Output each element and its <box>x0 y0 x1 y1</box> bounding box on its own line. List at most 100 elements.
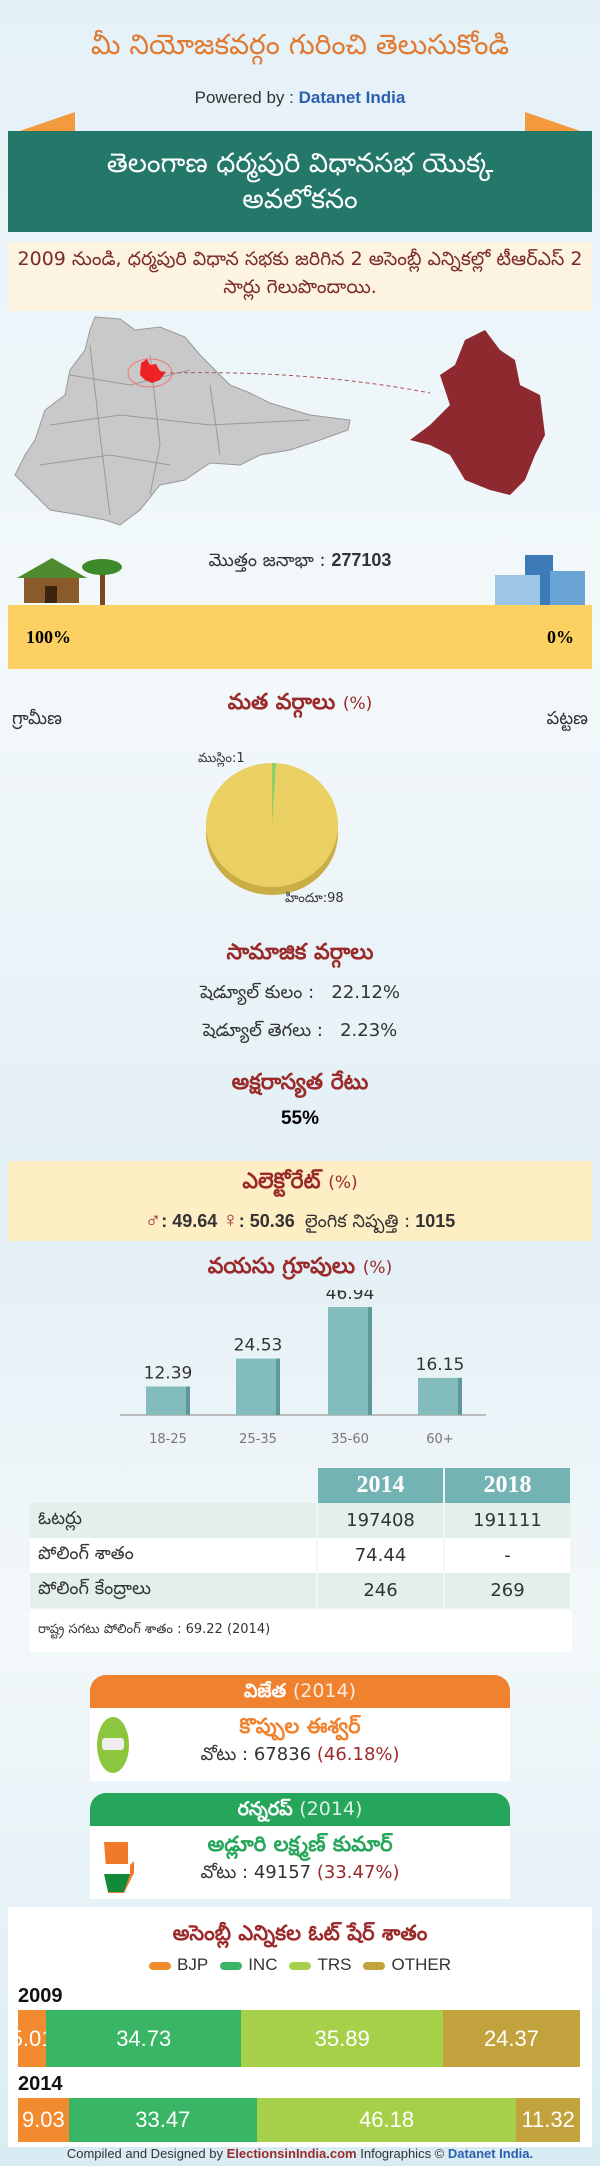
vote-bar-2014: 9.03 33.47 46.18 11.32 <box>18 2098 580 2142</box>
summary-text: 2009 నుండి, ధర్మపురి విధాన సభకు జరిగిన 2… <box>8 242 592 311</box>
vote-share-title: అసెంబ్లీ ఎన్నికల ఓట్ షేర్ శాతం <box>172 1921 428 1945</box>
telangana-map <box>14 316 545 526</box>
vote-share-legend: BJP INC TRS OTHER <box>8 1955 592 1975</box>
age-category-label: 18-25 <box>149 1432 187 1447</box>
social-sc: షెడ్యూల్ కులం : 22.12% <box>199 982 401 1003</box>
pie-label-hindu: హిందూ:98 <box>285 891 344 906</box>
runner-up-card: రన్నరప్ (2014) అడ్లూరి లక్ష్మణ్ కుమార్ వ… <box>90 1793 510 1899</box>
table-row: పోలింగ్ శాతం 74.44- <box>30 1538 570 1573</box>
winner-header: విజేత (2014) <box>90 1675 510 1708</box>
legend-label: TRS <box>317 1955 352 1974</box>
trs-car-icon <box>97 1717 129 1773</box>
table-row: ఓటర్లు 197408 191111 <box>30 1503 570 1538</box>
rural-percent: 100% <box>26 627 71 647</box>
legend-swatch <box>363 1961 386 1970</box>
segment-bjp-2009: 5.01 <box>18 2010 47 2067</box>
pie-slice-0 <box>205 763 338 887</box>
state-avg-note: రాష్ట్ర సగటు పోలింగ్ శాతం : 69.22 (2014) <box>30 1610 572 1652</box>
state-map-shape <box>14 316 351 526</box>
segment-trs-2009: 35.89 <box>241 2010 443 2067</box>
age-category-label: 60+ <box>426 1432 453 1447</box>
legend-label: BJP <box>177 1955 209 1974</box>
segment-other-2009: 24.37 <box>443 2010 580 2067</box>
table-header-row: 2014 2018 <box>30 1468 570 1503</box>
age-bar-shade <box>276 1358 280 1415</box>
stats-table: 2014 2018 ఓటర్లు 197408 191111 పోలింగ్ శాతం… <box>28 1468 572 1608</box>
urban-percent: 0% <box>547 627 574 647</box>
electorate-line: ♂: 49.64 ♀: 50.36 లైంగిక నిష్పత్తి : 101… <box>8 1207 592 1236</box>
sex-ratio-value: 1015 <box>415 1211 456 1231</box>
female-icon: ♀ <box>222 1207 239 1232</box>
segment-inc-2009: 34.73 <box>46 2010 242 2067</box>
pointer-arrow <box>169 372 431 394</box>
powered-by: Powered by : Datanet India <box>0 88 600 108</box>
pie-label-muslim: ముస్లిం:1 <box>198 751 245 767</box>
inc-hand-icon <box>104 1842 134 1893</box>
male-pct: : 49.64 <box>161 1211 218 1231</box>
constituency-banner: తెలంగాణ ధర్మపురి విధానసభ యొక్క అవలోకనం <box>8 131 592 232</box>
legend-swatch <box>149 1961 172 1970</box>
runner-up-votes: వోటు : 49157 (33.47%) <box>200 1862 400 1883</box>
powered-by-brand: Datanet India <box>298 88 406 107</box>
winner-votes: వోటు : 67836 (46.18%) <box>200 1744 400 1765</box>
col-2014: 2014 <box>318 1468 443 1503</box>
population-total: మొత్తం జనాభా : 277103 <box>0 550 600 575</box>
age-value-label: 12.39 <box>144 1364 193 1384</box>
electorate-title: ఎలెక్టోరేట్ (%) <box>242 1169 358 1194</box>
legend-swatch <box>220 1961 243 1970</box>
age-bar-chart: 12.39 18-25 24.53 25-35 46.94 35-60 16.15 60+ <box>120 1290 486 1447</box>
population-label: మొత్తం జనాభా : <box>208 550 326 571</box>
literacy-value: 55% <box>280 1108 320 1129</box>
legend-swatch <box>289 1961 312 1970</box>
ribbon-tips <box>8 112 592 135</box>
religion-pie-chart: ముస్లిం:1 హిందూ:98 <box>198 751 344 906</box>
age-value-label: 24.53 <box>234 1336 283 1356</box>
electorate-box: ఎలెక్టోరేట్ (%) ♂: 49.64 ♀: 50.36 లైంగిక… <box>8 1161 592 1241</box>
table-row: పోలింగ్ కేంద్రాలు 246 269 <box>30 1573 570 1608</box>
segment-trs-2014: 46.18 <box>256 2098 517 2142</box>
age-category-label: 25-35 <box>239 1432 277 1447</box>
year-label-2009: 2009 <box>18 1985 63 2007</box>
segment-other-2014: 11.32 <box>516 2098 580 2142</box>
age-bar-60+ <box>418 1377 462 1415</box>
runner-up-header: రన్నరప్ (2014) <box>90 1793 510 1826</box>
legend-label: INC <box>248 1955 278 1974</box>
legend-trs: TRS <box>289 1955 351 1975</box>
segment-inc-2014: 33.47 <box>68 2098 257 2142</box>
age-title: వయసు గ్రూపులు (%) <box>207 1254 393 1279</box>
constituency-highlight <box>140 359 166 383</box>
sex-ratio-label: లైంగిక నిష్పత్తి : <box>304 1211 411 1232</box>
age-value-label: 46.94 <box>326 1290 375 1304</box>
footer: Compiled and Designed by ElectionsinIndi… <box>66 2146 534 2161</box>
rural-label: గ్రామీణ <box>12 708 62 729</box>
age-category-label: 35-60 <box>331 1432 369 1447</box>
age-bar-25-35 <box>236 1358 280 1415</box>
rural-urban-bar: 100% 0% <box>8 605 592 669</box>
page-title: మీ నియోజకవర్గం గురించి తెలుసుకోండి <box>90 28 510 61</box>
age-value-label: 16.15 <box>416 1355 465 1375</box>
age-bar-shade <box>458 1377 462 1415</box>
age-bar-shade <box>368 1307 372 1415</box>
rural-hut-icon <box>17 558 122 605</box>
religion-title: మత వర్గాలు (%) <box>227 690 373 715</box>
male-icon: ♂ <box>144 1207 162 1232</box>
legend-inc: INC <box>220 1955 277 1975</box>
constituency-shape <box>410 330 545 495</box>
social-title: సామాజిక వర్గాలు <box>226 940 374 965</box>
urban-label: పట్టణ <box>546 708 588 729</box>
winner-name: కొప్పుల ఈశ్వర్ <box>239 1714 361 1738</box>
segment-bjp-2014: 9.03 <box>18 2098 69 2142</box>
population-value: 277103 <box>331 550 392 570</box>
age-bar-18-25 <box>146 1386 190 1415</box>
age-bar-35-60 <box>328 1307 372 1415</box>
legend-bjp: BJP <box>149 1955 208 1975</box>
runner-up-name: అడ్లూరి లక్ష్మణ్ కుమార్ <box>207 1832 393 1856</box>
pie-slice-1 <box>272 763 277 825</box>
legend-other: OTHER <box>363 1955 451 1975</box>
urban-buildings-icon <box>495 555 585 605</box>
winner-card: విజేత (2014) కొప్పుల ఈశ్వర్ వోటు : 67836… <box>90 1675 510 1781</box>
social-st: షెడ్యూల్ తెగలు : 2.23% <box>202 1020 398 1041</box>
female-pct: : 50.36 <box>238 1211 295 1231</box>
age-bar-shade <box>186 1386 190 1415</box>
